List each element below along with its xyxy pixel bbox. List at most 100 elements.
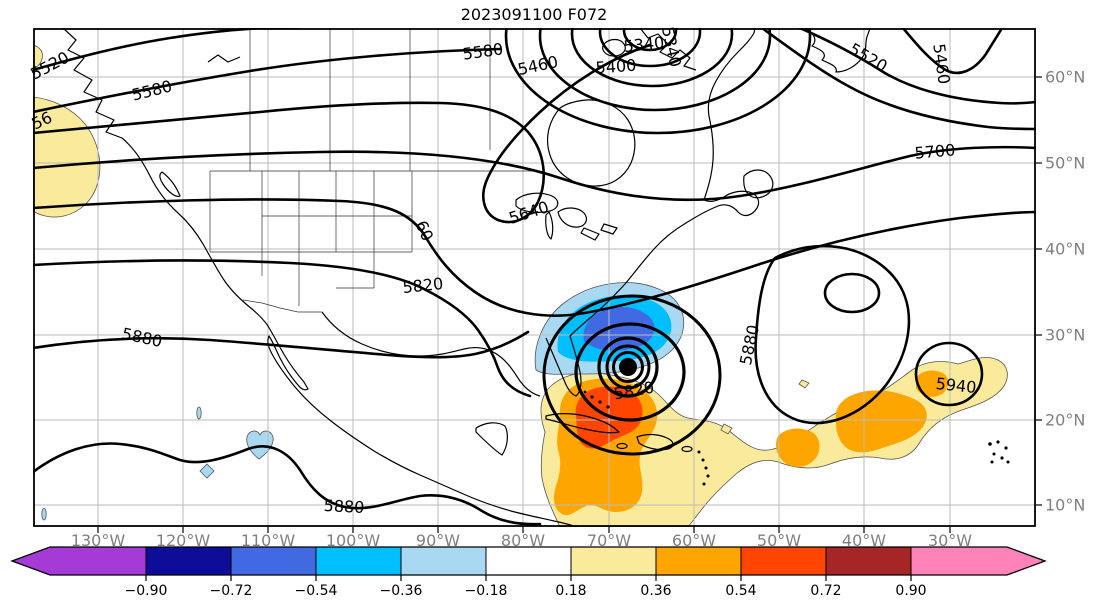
- lon-label: 70°W: [586, 531, 632, 550]
- colorbar-tick-label: −0.18: [464, 583, 508, 599]
- tropical-cyclone-symbol: [542, 294, 722, 456]
- colorbar-segment: [401, 547, 486, 575]
- shade-orange-core-central: [835, 390, 927, 453]
- contour-label: 5820: [401, 273, 445, 298]
- contour-5520-east: [798, 28, 1036, 105]
- shade-speck: [798, 379, 810, 389]
- colorbar-tick-label: 0.72: [810, 583, 842, 599]
- colorbar-segment: [826, 547, 911, 575]
- island-jamaica: [616, 442, 628, 450]
- lon-label: 110°W: [240, 531, 296, 550]
- lake-erie: [580, 227, 600, 241]
- contour-label: 5460: [929, 42, 954, 86]
- coast-gulf: [321, 311, 541, 397]
- contour-ne-extra: [760, 28, 1036, 131]
- contour-5880-closed-high: [754, 244, 911, 425]
- colorbar-tick-label: −0.36: [379, 583, 423, 599]
- shade-blue-heart: [246, 430, 274, 460]
- cyclone-ring3: [597, 336, 659, 398]
- lat-label: 50°N: [1045, 153, 1086, 173]
- lon-label: 50°W: [756, 531, 802, 550]
- lat-label: 60°N: [1045, 67, 1086, 87]
- coast-hudson-bay: [547, 99, 636, 187]
- colorbar-tick-label: −0.72: [209, 583, 253, 599]
- colorbar-segment: [50, 547, 146, 575]
- contour-5880-south: [33, 442, 542, 526]
- contour-high-inner-oval: [823, 272, 881, 314]
- colorbar-segment: [656, 547, 741, 575]
- state-borders-layer: [209, 28, 536, 313]
- lon-label: 90°W: [415, 531, 461, 550]
- colorbar-segment: [316, 547, 401, 575]
- lat-label: 40°N: [1045, 239, 1086, 259]
- cyclone-5820-contour: [574, 322, 686, 422]
- coast-greenland: [805, 28, 871, 73]
- colorbar: [10, 546, 1047, 581]
- colorbar-tick-label: 0.90: [895, 583, 927, 599]
- contour-5760: [33, 198, 1036, 317]
- colorbar-right-arrow: [1007, 547, 1045, 575]
- contour-low-inner3: [570, 28, 734, 88]
- height-contours-layer: [33, 28, 1036, 526]
- coast-labrador: [703, 28, 756, 201]
- island-cuba: [545, 413, 620, 434]
- contour-low-inner2: [598, 28, 702, 68]
- contour-5580-west: [33, 47, 502, 114]
- lake-ontario: [600, 223, 618, 235]
- small-islands-layer: [583, 390, 1010, 486]
- lon-label: 30°W: [927, 531, 973, 550]
- lake-huron: [557, 207, 588, 228]
- lake-superior: [515, 192, 559, 213]
- lat-label: 10°N: [1045, 495, 1086, 515]
- contour-label: 5700: [913, 140, 957, 163]
- lon-label: 100°W: [325, 531, 381, 550]
- contour-label: 5400: [594, 55, 637, 78]
- cyclone-eye: [619, 358, 637, 376]
- contour-5820-west: [33, 259, 532, 398]
- contour-5460-east-trough: [901, 28, 1004, 75]
- shade-blue-diamond: [199, 463, 215, 479]
- contour-label: 5940: [934, 373, 978, 398]
- shade-orange-core-small: [776, 428, 820, 467]
- colorbar-segment: [571, 547, 656, 575]
- coast-yucatan: [475, 422, 508, 456]
- map-frame: [33, 28, 1036, 527]
- shade-speck: [720, 423, 733, 435]
- graticule-layer: [33, 28, 1036, 527]
- colorbar-segment: [486, 547, 571, 575]
- lat-label: 30°N: [1045, 325, 1086, 345]
- island-puerto-rico: [681, 445, 693, 453]
- coast-vancouver-island: [159, 171, 181, 197]
- lon-label: 120°W: [155, 531, 211, 550]
- colorbar-tick-label: −0.90: [124, 583, 168, 599]
- cyclone-ring1: [612, 351, 644, 383]
- shade-blue-sliver: [41, 507, 47, 521]
- colorbar-segment: [146, 547, 231, 575]
- anomaly-shading-layer: [33, 44, 1008, 527]
- coast-arctic-zigzag: [207, 54, 241, 63]
- colorbar-segment: [911, 547, 1007, 575]
- contour-low-inner4: [538, 28, 772, 112]
- shade-orange-core-east: [916, 370, 949, 397]
- colorbar-tick-label: 0.36: [640, 583, 672, 599]
- axis-ticks: [97, 76, 1042, 533]
- colorbar-segment: [231, 547, 316, 575]
- shade-blue-sliver: [196, 406, 202, 420]
- contour-5520-west: [33, 28, 301, 72]
- lake-michigan: [545, 211, 554, 240]
- coast-arctic-island: [602, 38, 626, 57]
- contour-label: 5880: [323, 495, 365, 518]
- contour-5700: [33, 145, 1036, 202]
- colorbar-segment: [741, 547, 826, 575]
- colorbar-outline: [10, 546, 1047, 576]
- colorbar-tick-label: −0.54: [294, 583, 338, 599]
- cyclone-ring2: [605, 344, 651, 390]
- contour-label: 5340: [622, 32, 666, 57]
- lon-label: 40°W: [841, 531, 887, 550]
- contour-low-inner5: [504, 28, 812, 135]
- coast-west: [62, 28, 578, 527]
- colorbar-tick-label: 0.18: [555, 583, 587, 599]
- coast-arctic: [639, 28, 697, 71]
- lon-label: 130°W: [70, 531, 126, 550]
